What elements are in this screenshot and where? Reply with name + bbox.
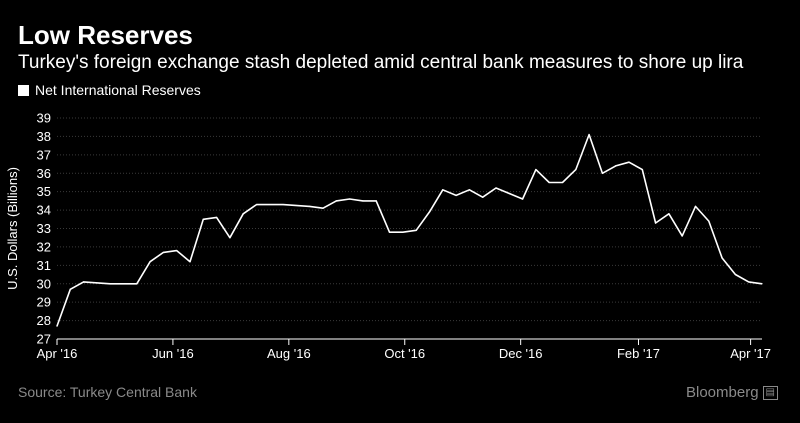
source-note: Source: Turkey Central Bank <box>18 384 197 400</box>
y-tick-label: 33 <box>37 221 51 236</box>
brand-logo: Bloomberg ▤ <box>686 384 778 401</box>
data-point <box>681 235 683 237</box>
data-point <box>708 220 710 222</box>
data-point <box>149 261 151 263</box>
data-point <box>561 181 564 184</box>
data-point <box>229 237 231 239</box>
x-tick-label: Jun '16 <box>152 346 194 361</box>
data-point <box>282 203 284 206</box>
data-point <box>309 205 311 207</box>
data-point <box>495 187 497 189</box>
data-point <box>442 189 444 191</box>
x-tick-label: Oct '16 <box>384 346 425 361</box>
data-point <box>335 200 337 202</box>
y-tick-label: 38 <box>37 129 51 144</box>
y-tick-label: 31 <box>37 258 51 273</box>
chart-subtitle: Turkey's foreign exchange stash depleted… <box>18 52 744 73</box>
data-point <box>508 192 510 195</box>
data-point <box>69 288 71 290</box>
series-line <box>56 133 763 327</box>
data-point <box>402 231 404 233</box>
x-tick-label: Dec '16 <box>499 346 543 361</box>
data-point <box>694 205 697 207</box>
data-point <box>322 207 324 209</box>
data-point <box>521 198 524 200</box>
chart-title: Low Reserves <box>18 20 193 50</box>
brand-name: Bloomberg <box>686 384 759 401</box>
y-axis-label: U.S. Dollars (Billions) <box>5 167 20 290</box>
series-layer <box>56 133 763 327</box>
data-point <box>641 168 643 171</box>
axes: 27 28 29 30 31 32 33 34 35 36 37 38 39 Apr '16 Jun '16… <box>5 111 771 362</box>
legend-swatch <box>18 84 29 96</box>
x-tick-label: Apr '17 <box>730 346 771 361</box>
data-point <box>588 133 590 136</box>
y-tick-label: 30 <box>37 276 51 291</box>
data-point <box>628 161 630 163</box>
data-point <box>601 172 603 174</box>
data-point <box>56 325 58 327</box>
data-point <box>362 200 364 202</box>
legend: Net International Reserves <box>18 82 201 98</box>
data-point <box>216 216 218 219</box>
y-tick-label: 28 <box>37 313 51 328</box>
data-point <box>349 198 351 200</box>
y-tick-label: 39 <box>37 111 51 126</box>
data-point <box>468 189 470 191</box>
y-tick-label: 27 <box>37 332 51 347</box>
data-point <box>83 281 85 283</box>
x-tick-label: Aug '16 <box>267 346 311 361</box>
data-point <box>415 229 417 231</box>
data-point <box>535 168 537 171</box>
x-tick-label: Apr '16 <box>37 346 78 361</box>
data-point <box>202 218 204 220</box>
data-point <box>482 196 484 198</box>
data-point <box>189 261 191 263</box>
data-point <box>548 181 550 184</box>
data-point <box>255 203 258 206</box>
data-point <box>654 222 657 224</box>
data-point <box>761 283 763 285</box>
data-point <box>455 194 457 196</box>
y-tick-label: 32 <box>37 239 51 254</box>
legend-label: Net International Reserves <box>35 82 201 98</box>
data-point <box>575 168 577 171</box>
data-point <box>242 213 244 215</box>
data-point <box>109 283 111 285</box>
data-point <box>375 200 377 202</box>
y-tick-label: 37 <box>37 147 51 162</box>
bloomberg-icon: ▤ <box>762 385 778 400</box>
y-tick-label: 35 <box>37 184 51 199</box>
x-tick-label: Feb '17 <box>617 346 660 361</box>
data-point <box>388 231 391 233</box>
gridlines <box>57 117 762 322</box>
data-point <box>748 281 750 283</box>
data-point <box>734 273 736 276</box>
data-point <box>136 283 138 285</box>
y-tick-label: 29 <box>37 295 51 310</box>
y-tick-label: 34 <box>37 203 51 218</box>
data-point <box>668 213 670 215</box>
data-point <box>176 250 178 252</box>
data-point <box>721 257 723 259</box>
data-point <box>615 165 617 167</box>
data-point <box>428 211 431 213</box>
data-point <box>162 251 165 254</box>
y-tick-label: 36 <box>37 166 51 181</box>
